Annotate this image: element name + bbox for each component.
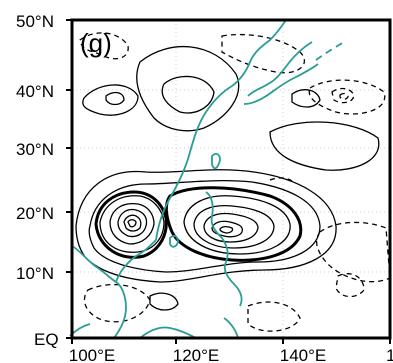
map-frame	[70, 18, 392, 340]
coast-korea-manchuria	[231, 19, 287, 87]
lon-ticks	[71, 338, 391, 344]
contour-neg-east	[315, 221, 391, 283]
thick-contours	[94, 186, 303, 262]
lat-ticks	[66, 19, 72, 339]
contour-pos-east-2	[193, 204, 275, 249]
coast-sulawesi	[223, 317, 239, 339]
contour-pos-west-3	[117, 208, 148, 238]
lat-label-eq: EQ	[34, 330, 59, 349]
contour-pos-east-3	[203, 212, 259, 243]
lon-label-120e: 120°E	[173, 346, 220, 363]
coast-korea	[247, 41, 313, 97]
contour-neg-ne-outer	[308, 79, 386, 115]
coast-hokkaido	[315, 41, 345, 61]
contour-neg-sw	[83, 283, 151, 323]
negative-contours	[79, 32, 391, 332]
contour-pos-west-1	[99, 195, 165, 253]
contour-neg-north	[221, 33, 306, 74]
coast-taiwan	[211, 153, 221, 170]
contour-neg-nw	[79, 32, 129, 60]
contour-thick-east	[164, 186, 303, 262]
lon-label-100e: 100°E	[69, 346, 116, 363]
contour-pos-west-5	[127, 219, 137, 228]
contour-pos-east-5	[219, 225, 234, 234]
lat-label-40n: 40°N	[16, 82, 54, 101]
lat-label-10n: 10°N	[16, 264, 54, 283]
coast-hainan	[169, 235, 179, 248]
lon-label-140e: 140°E	[280, 346, 327, 363]
contour-pos-north-inner	[161, 75, 215, 114]
contour-pos-south	[149, 292, 179, 311]
contour-pos-main-outer	[75, 169, 337, 283]
lat-label-20n: 20°N	[16, 204, 54, 223]
lon-label-partial: 1	[386, 346, 393, 363]
contour-neg-ne-inner	[331, 87, 355, 104]
contour-neg-ne-core	[339, 92, 349, 100]
coast-gulf	[115, 239, 157, 283]
contour-pos-east-band	[269, 121, 380, 171]
coast-philippines	[205, 191, 243, 307]
coast-borneo	[139, 326, 197, 339]
coast-indochina	[71, 245, 127, 339]
contour-neg-se	[335, 273, 365, 298]
panel-label: (g)	[80, 28, 112, 58]
contour-pos-west-2	[109, 202, 155, 245]
contour-neg-south	[247, 301, 301, 332]
contour-neg-small	[269, 177, 295, 185]
contour-pos-east-4	[211, 220, 244, 238]
contour-pos-main-2	[88, 179, 321, 273]
contour-pos-nw-outer	[82, 84, 139, 116]
coast-japan	[243, 63, 319, 105]
positive-contours	[75, 45, 380, 311]
coast-china	[155, 85, 233, 241]
lat-label-50n: 50°N	[16, 12, 54, 31]
contour-pos-west-4	[123, 214, 142, 232]
contour-pos-north-outer	[136, 45, 240, 132]
contour-thick-west	[94, 190, 168, 259]
contour-pos-nw-inner	[105, 91, 125, 106]
contour-pos-ne-small	[291, 89, 321, 108]
lat-label-30n: 30°N	[16, 140, 54, 159]
coastlines	[69, 19, 345, 339]
